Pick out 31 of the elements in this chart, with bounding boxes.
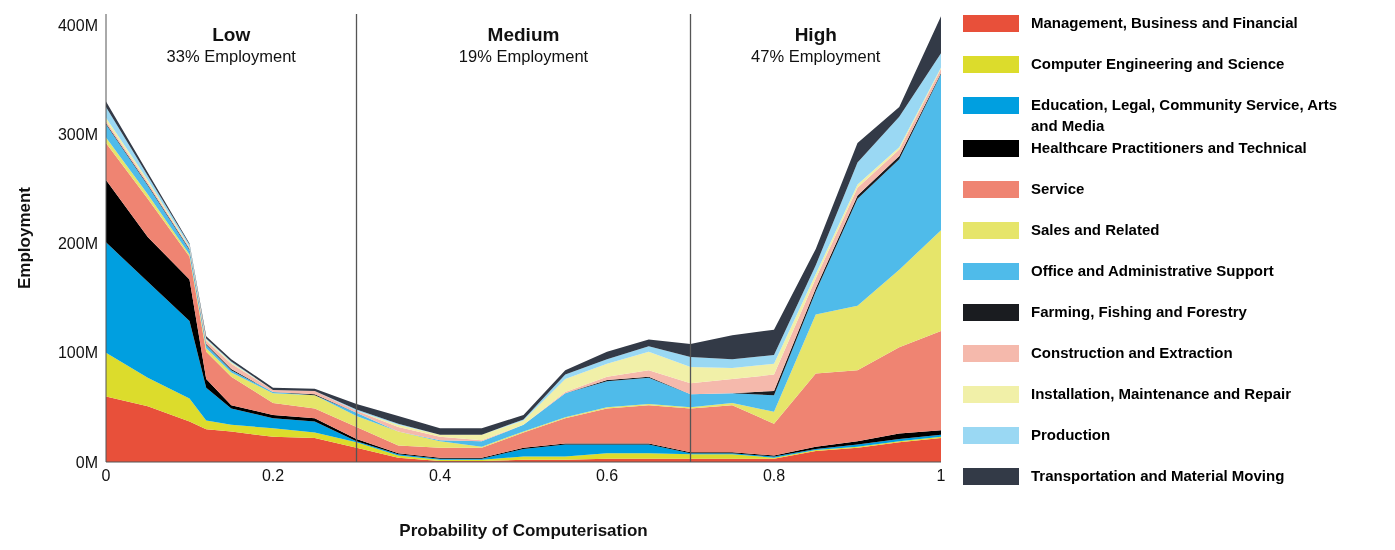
annotation: Low [212, 23, 251, 45]
y-tick-label: 300M [57, 125, 98, 143]
legend-label: Management, Business and Financial [1031, 13, 1299, 33]
annotation: 19% Employment [458, 47, 589, 66]
legend-label: Sales and Related [1031, 220, 1161, 240]
y-axis-title: Employment [15, 186, 35, 290]
x-tick-label: 0.6 [595, 467, 619, 485]
legend-label: Healthcare Practitioners and Technical [1031, 138, 1308, 158]
y-tick-label: 400M [57, 16, 98, 34]
legend-label: Installation, Maintenance and Repair [1031, 384, 1293, 404]
annotation: 47% Employment [751, 47, 881, 66]
legend-label: Service [1031, 179, 1086, 199]
annotation: 33% Employment [166, 47, 297, 66]
x-tick-label: 0.2 [261, 467, 285, 485]
x-tick-label: 1 [936, 467, 946, 485]
annotation: High [794, 23, 837, 45]
legend-label: Farming, Fishing and Forestry [1031, 302, 1248, 322]
y-tick-label: 100M [57, 344, 98, 362]
x-tick-label: 0.4 [428, 467, 452, 485]
legend-label: Computer Engineering and Science [1031, 54, 1286, 74]
legend-label: Construction and Extraction [1031, 343, 1234, 363]
legend-label: Transportation and Material Moving [1031, 466, 1286, 486]
x-tick-label: 0 [101, 467, 111, 485]
y-tick-label: 200M [57, 235, 98, 253]
x-axis-title: Probability of Computerisation [399, 521, 648, 540]
annotation: Medium [487, 23, 560, 45]
legend-label: Education, Legal, Community Service, Arts and Media [1031, 95, 1339, 136]
x-tick-label: 0.8 [762, 467, 786, 485]
legend-label: Production [1031, 425, 1112, 445]
legend-label: Office and Administrative Support [1031, 261, 1275, 281]
y-tick-label: 0M [75, 453, 98, 471]
